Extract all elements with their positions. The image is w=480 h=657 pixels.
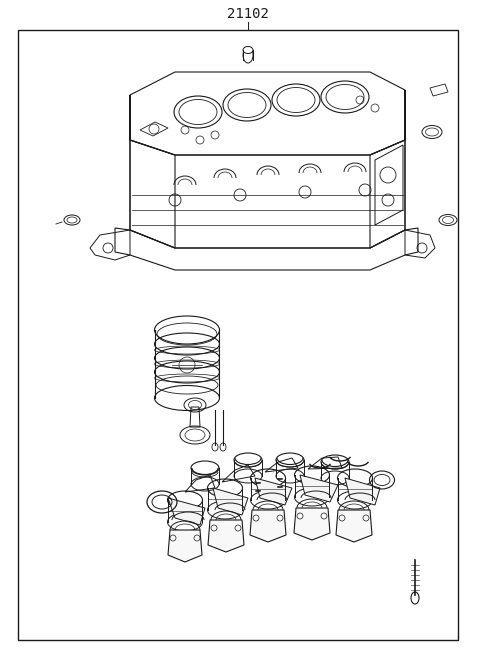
Polygon shape (336, 510, 372, 542)
Polygon shape (294, 508, 330, 540)
Polygon shape (168, 530, 202, 562)
Polygon shape (255, 478, 292, 505)
Polygon shape (300, 475, 338, 502)
Text: 21102: 21102 (227, 7, 269, 21)
Polygon shape (208, 520, 244, 552)
Polygon shape (345, 478, 380, 505)
Ellipse shape (243, 47, 253, 53)
Polygon shape (168, 498, 205, 525)
Polygon shape (213, 488, 248, 515)
Polygon shape (250, 510, 286, 542)
